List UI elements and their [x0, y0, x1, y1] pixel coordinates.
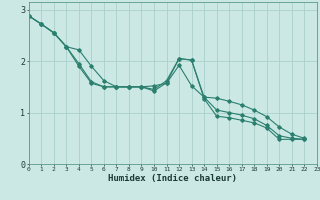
X-axis label: Humidex (Indice chaleur): Humidex (Indice chaleur) — [108, 174, 237, 183]
